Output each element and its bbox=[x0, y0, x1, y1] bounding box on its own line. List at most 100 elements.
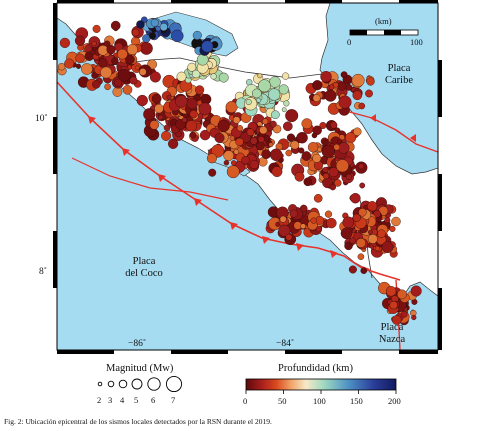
epicenter bbox=[104, 83, 111, 91]
epicenter bbox=[289, 209, 298, 218]
epicenter bbox=[294, 171, 305, 182]
epicenter bbox=[257, 79, 271, 93]
epicenter bbox=[223, 160, 230, 166]
epicenter bbox=[225, 100, 238, 113]
epicenter bbox=[389, 301, 398, 310]
magnitude-legend-value-6: 6 bbox=[151, 395, 156, 405]
epicenter bbox=[333, 143, 341, 151]
epicenter bbox=[92, 24, 101, 33]
epicenter bbox=[381, 241, 394, 254]
epicenter bbox=[214, 132, 225, 143]
epicenter bbox=[345, 83, 353, 91]
epicenter bbox=[411, 314, 417, 321]
epicenter bbox=[268, 88, 281, 101]
epicenter bbox=[235, 137, 244, 147]
epicenter bbox=[315, 215, 325, 225]
epicenter bbox=[114, 78, 123, 87]
epicenter bbox=[349, 237, 356, 244]
epicenter bbox=[391, 315, 402, 325]
epicenter bbox=[330, 121, 338, 129]
depth-legend-title: Profundidad (km) bbox=[278, 363, 353, 374]
epicenter bbox=[111, 57, 119, 65]
epicenter bbox=[322, 173, 330, 180]
magnitude-legend-value-5: 5 bbox=[134, 395, 139, 405]
epicenter bbox=[136, 20, 145, 29]
depth-legend-tick-150: 150 bbox=[350, 396, 363, 406]
epicenter bbox=[187, 62, 197, 72]
epicenter bbox=[282, 72, 290, 80]
epicenter bbox=[257, 136, 265, 143]
plate-label-coco-line1: Placa bbox=[132, 256, 156, 267]
epicenter bbox=[285, 233, 293, 241]
epicenter bbox=[373, 210, 381, 218]
epicenter bbox=[358, 163, 365, 170]
epicenter bbox=[271, 166, 283, 178]
epicenter bbox=[148, 32, 156, 40]
epicenter bbox=[389, 225, 396, 233]
frame-ticks bbox=[53, 0, 442, 354]
epicenter bbox=[340, 227, 353, 240]
epicenter bbox=[201, 40, 214, 53]
north-panama-deformed-belt bbox=[341, 109, 438, 153]
epicenter bbox=[110, 20, 121, 31]
epicenter bbox=[249, 137, 258, 145]
epicenter bbox=[367, 233, 378, 244]
epicenter bbox=[217, 119, 230, 132]
plate-label-caribe-line1: Placa bbox=[387, 63, 411, 74]
epicenter bbox=[116, 65, 122, 71]
epicenter bbox=[163, 124, 171, 132]
epicenter bbox=[185, 120, 198, 132]
epicenter bbox=[269, 120, 277, 128]
epicenter bbox=[176, 71, 187, 82]
epicenter bbox=[385, 286, 397, 297]
epicenter bbox=[344, 241, 353, 251]
epicenter bbox=[150, 18, 159, 27]
epicenter bbox=[329, 183, 336, 191]
epicenter bbox=[312, 153, 322, 163]
epicenter bbox=[149, 71, 161, 83]
epicenter bbox=[158, 114, 164, 120]
epicenter bbox=[126, 44, 138, 56]
epicenter bbox=[328, 167, 339, 178]
epicenter bbox=[326, 217, 337, 229]
epicenter bbox=[189, 110, 198, 119]
epicenter bbox=[223, 150, 234, 161]
epicenter bbox=[64, 58, 75, 69]
epicenter bbox=[367, 229, 373, 235]
epicenter bbox=[270, 148, 283, 162]
epicenter bbox=[307, 141, 319, 153]
epicenter bbox=[218, 72, 229, 83]
epicenter bbox=[229, 135, 235, 141]
epicenter bbox=[232, 116, 241, 124]
epicenter bbox=[298, 147, 305, 154]
epicenter bbox=[236, 125, 244, 132]
epicenter bbox=[338, 95, 352, 109]
epicenter bbox=[262, 118, 269, 125]
plate-label-nazca-line2: Nazca bbox=[378, 334, 406, 346]
epicenter bbox=[319, 121, 327, 129]
epicenter bbox=[322, 166, 329, 173]
epicenter bbox=[151, 28, 157, 33]
epicenter bbox=[161, 130, 172, 141]
magnitude-legend-value-3: 3 bbox=[108, 395, 113, 405]
epicenter bbox=[230, 160, 237, 166]
epicenters bbox=[57, 16, 422, 326]
epicenter bbox=[257, 73, 263, 79]
epicenter bbox=[290, 140, 300, 150]
epicenter bbox=[74, 35, 86, 46]
epicenter bbox=[191, 69, 201, 79]
epicenter bbox=[246, 128, 255, 136]
lat-label-8: 8˚ bbox=[39, 267, 47, 277]
epicenter bbox=[186, 98, 198, 110]
epicenter bbox=[149, 120, 160, 130]
epicenter bbox=[189, 131, 197, 139]
epicenter bbox=[210, 73, 217, 80]
epicenter bbox=[198, 102, 212, 116]
epicenter bbox=[122, 85, 133, 95]
epicenter bbox=[268, 142, 274, 148]
epicenter bbox=[259, 126, 268, 135]
epicenter bbox=[348, 265, 357, 274]
epicenter bbox=[175, 95, 188, 108]
epicenter bbox=[90, 49, 96, 55]
